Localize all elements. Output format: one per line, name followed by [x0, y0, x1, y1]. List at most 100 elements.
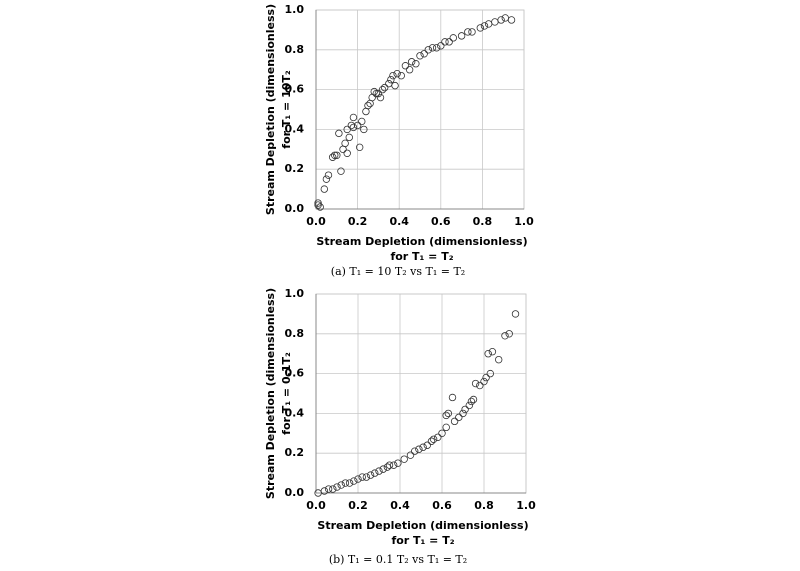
scatter-point: [420, 50, 428, 58]
scatter-point: [376, 93, 385, 102]
x-tick-label: 0.4: [390, 499, 410, 512]
scatter-point: [353, 121, 362, 130]
scatter-point: [486, 369, 494, 378]
scatter-point: [385, 461, 394, 469]
scatter-point: [482, 373, 490, 382]
y-tick-label: 0.6: [285, 367, 305, 380]
scatter-point: [345, 133, 353, 142]
scatter-point: [442, 423, 450, 432]
scatter-point: [360, 125, 368, 134]
x-tick-label: 1.0: [514, 215, 534, 228]
scatter-point: [461, 405, 469, 414]
scatter-point: [343, 149, 351, 157]
x-tick-label: 0.6: [431, 215, 451, 228]
scatter-point: [469, 395, 478, 404]
x-tick-label: 0.6: [432, 499, 452, 512]
scatter-point: [450, 417, 459, 426]
scatter-point: [349, 113, 358, 122]
scatter-point: [349, 123, 358, 132]
scatter-point: [400, 455, 408, 463]
x-axis-label: Stream Depletion (dimensionless): [316, 235, 527, 248]
x-tick-label: 0.2: [348, 215, 368, 228]
scatter-point: [358, 117, 366, 126]
scatter-point: [378, 85, 387, 94]
y-tick-label: 0.0: [285, 486, 305, 499]
x-tick-label: 0.8: [473, 215, 493, 228]
scatter-point: [476, 381, 484, 390]
scatter-point: [411, 447, 419, 455]
scatter-point: [468, 28, 476, 36]
plot-area: [315, 293, 527, 494]
y-tick-label: 1.0: [285, 3, 305, 16]
scatter-point: [324, 171, 333, 179]
scatter-point: [354, 475, 362, 483]
scatter-point: [448, 393, 457, 402]
scatter-point: [441, 38, 449, 46]
scatter-point: [495, 355, 503, 364]
y-tick-label: 0.8: [285, 327, 305, 340]
scatter-point: [427, 437, 436, 445]
y-axis-label: for T₁ = 10T₂: [280, 70, 293, 149]
scatter-point: [401, 62, 410, 70]
y-axis-label: Stream Depletion (dimensionless): [264, 288, 277, 499]
scatter-point: [389, 71, 397, 80]
x-tick-label: 0.2: [348, 499, 368, 512]
scatter-point: [424, 46, 433, 54]
scatter-point: [371, 469, 379, 477]
x-tick-label: 0.0: [306, 215, 326, 228]
scatter-point: [505, 330, 513, 338]
y-tick-label: 1.0: [285, 287, 305, 300]
scatter-point: [375, 467, 383, 475]
scatter-point: [437, 42, 445, 50]
scatter-point: [379, 465, 387, 473]
scatter-point: [412, 60, 420, 68]
x-tick-label: 0.8: [474, 499, 494, 512]
scatter-point: [415, 445, 423, 453]
scatter-point: [429, 435, 438, 443]
scatter-point: [444, 409, 452, 418]
x-tick-label: 1.0: [516, 499, 536, 512]
x-axis-label: Stream Depletion (dimensionless): [317, 519, 528, 532]
scatter-point: [366, 471, 375, 479]
scatter-point: [358, 473, 366, 481]
x-tick-label: 0.0: [306, 499, 326, 512]
scatter-point: [484, 350, 492, 358]
scatter-point: [455, 413, 463, 422]
scatter-point: [329, 485, 337, 493]
scatter-point: [355, 143, 364, 152]
y-tick-label: 0.0: [285, 202, 305, 215]
scatter-point: [393, 69, 401, 78]
scatter-point: [333, 483, 341, 491]
y-axis-label: Stream Depletion (dimensionless): [264, 4, 277, 215]
scatter-point: [320, 487, 329, 495]
scatter-point: [345, 479, 354, 487]
y-tick-label: 0.8: [285, 43, 305, 56]
y-tick-label: 0.2: [285, 446, 305, 459]
x-axis-label: for T₁ = T₂: [391, 534, 454, 547]
scatter-point: [464, 28, 472, 36]
scatter-point: [511, 310, 520, 318]
y-tick-label: 0.6: [285, 83, 305, 96]
scatter-point: [335, 129, 343, 138]
scatter-point: [341, 139, 349, 148]
scatter-point: [390, 461, 398, 469]
scatter-point: [465, 401, 473, 410]
scatter-point: [471, 379, 480, 388]
scatter-point: [316, 203, 324, 211]
y-tick-label: 0.4: [285, 122, 305, 135]
scatter-point: [337, 481, 345, 489]
scatter-point: [438, 429, 446, 437]
caption: (b) T₁ = 0.1 T₂ vs T₁ = T₂: [329, 553, 467, 566]
x-tick-label: 0.4: [389, 215, 409, 228]
scatter-point: [331, 151, 339, 159]
scatter-point: [380, 83, 389, 92]
scatter-point: [442, 411, 450, 420]
scatter-point: [480, 377, 488, 386]
x-axis-label: for T₁ = T₂: [390, 250, 453, 263]
scatter-point: [394, 459, 402, 467]
scatter-point: [445, 38, 453, 46]
scatter-point: [467, 397, 476, 406]
scatter-point: [374, 89, 383, 98]
scatter-point: [350, 477, 358, 485]
